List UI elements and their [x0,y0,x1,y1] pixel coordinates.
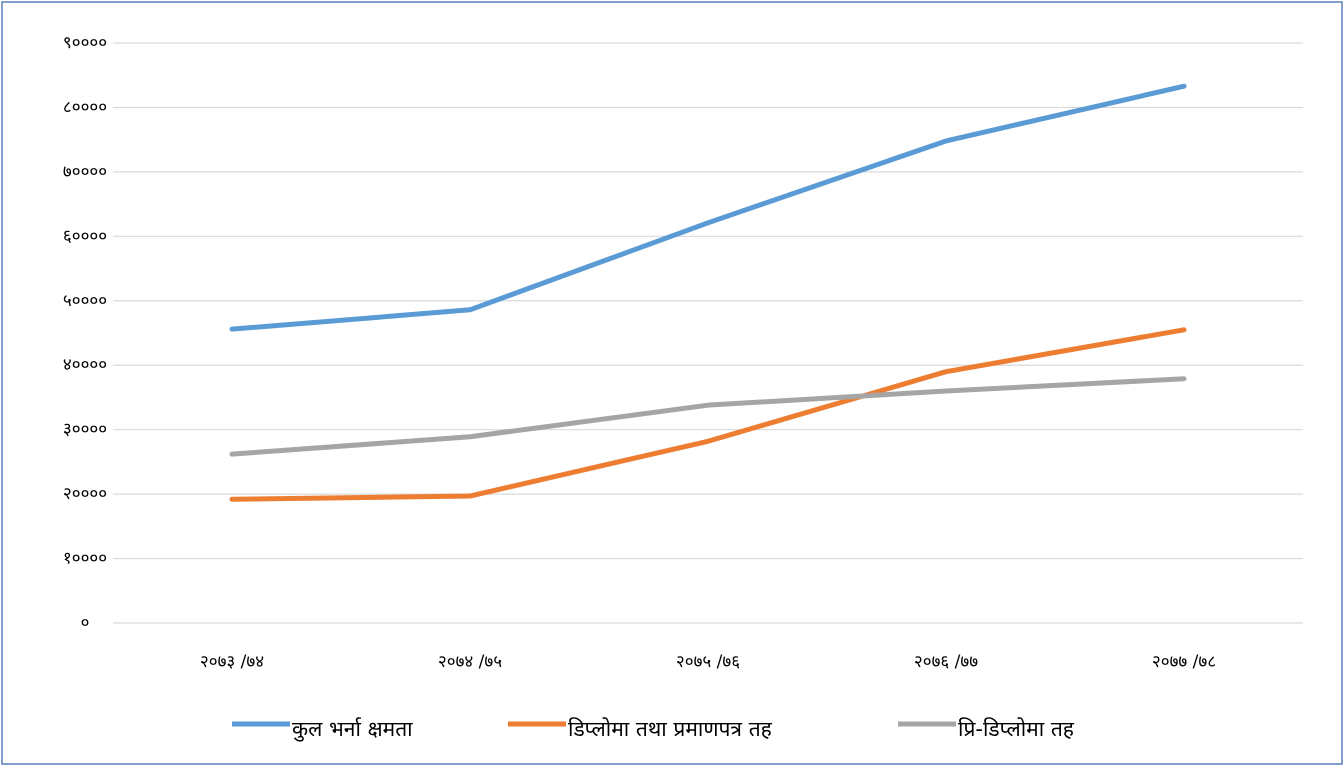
y-tick-label: ४०००० [63,355,107,375]
legend-text: प्रि-डिप्लोमा तह [958,717,1075,741]
series-line [229,327,1187,502]
y-tick-label: ७०००० [63,162,107,182]
y-tick-label: ५०००० [63,291,107,311]
y-tick-label: ३०००० [63,420,107,440]
y-tick-label: ० [81,613,90,633]
y-tick-label: २०००० [63,484,107,504]
x-tick-label: २०७४ /७५ [438,652,502,672]
series-line [229,376,1187,457]
y-tick-label: ९०००० [63,33,107,53]
x-tick-label: २०७७ /७८ [1152,652,1216,672]
x-tick-label: २०७६ /७७ [914,652,978,672]
x-tick-label: २०७५ /७६ [676,652,740,672]
legend-text: कुल भर्ना क्षमता [292,717,413,742]
legend-text: डिप्लोमा तथा प्रमाणपत्र तह [568,717,773,741]
series-line [229,83,1187,332]
y-tick-label: १०००० [63,549,107,569]
x-tick-label: २०७३ /७४ [200,652,264,672]
y-tick-label: ६०००० [63,226,107,246]
y-tick-label: ८०००० [63,97,107,117]
